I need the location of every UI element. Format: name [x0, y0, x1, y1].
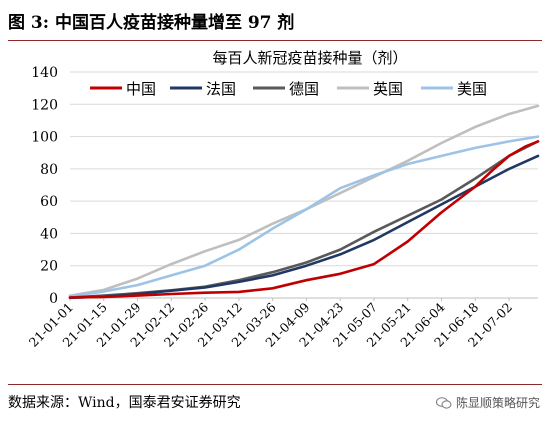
watermark-text: 陈显顺策略研究 — [455, 396, 540, 410]
y-tick-label: 20 — [40, 259, 58, 275]
series-line-2 — [68, 154, 540, 300]
y-tick-label: 100 — [31, 130, 58, 146]
footer-divider — [8, 384, 542, 385]
figure-header: 图 3: 中国百人疫苗接种量增至 97 剂 — [8, 6, 542, 41]
series-line-1 — [68, 140, 540, 299]
chart-title: 每百人新冠疫苗接种量（剂） — [212, 49, 407, 67]
data-source: 数据来源：Wind，国泰君安证券研究 — [8, 395, 241, 411]
header-divider — [8, 40, 542, 41]
legend-label: 中国 — [126, 80, 156, 98]
wechat-icon — [435, 396, 452, 409]
y-tick-label: 60 — [40, 194, 58, 210]
series-line-5 — [68, 135, 540, 298]
y-tick-label: 80 — [40, 162, 58, 178]
series-line-3 — [68, 140, 540, 299]
figure-title: 图 3: 中国百人疫苗接种量增至 97 剂 — [8, 13, 295, 33]
legend-label: 法国 — [206, 80, 236, 98]
y-tick-label: 40 — [40, 226, 58, 242]
legend-label: 美国 — [457, 80, 487, 98]
y-tick-label: 0 — [49, 291, 58, 307]
watermark: 陈显顺策略研究 — [435, 394, 540, 411]
legend-label: 德国 — [289, 80, 319, 98]
y-tick-label: 120 — [31, 97, 58, 113]
y-tick-label: 140 — [31, 65, 58, 81]
legend-label: 英国 — [373, 80, 403, 98]
